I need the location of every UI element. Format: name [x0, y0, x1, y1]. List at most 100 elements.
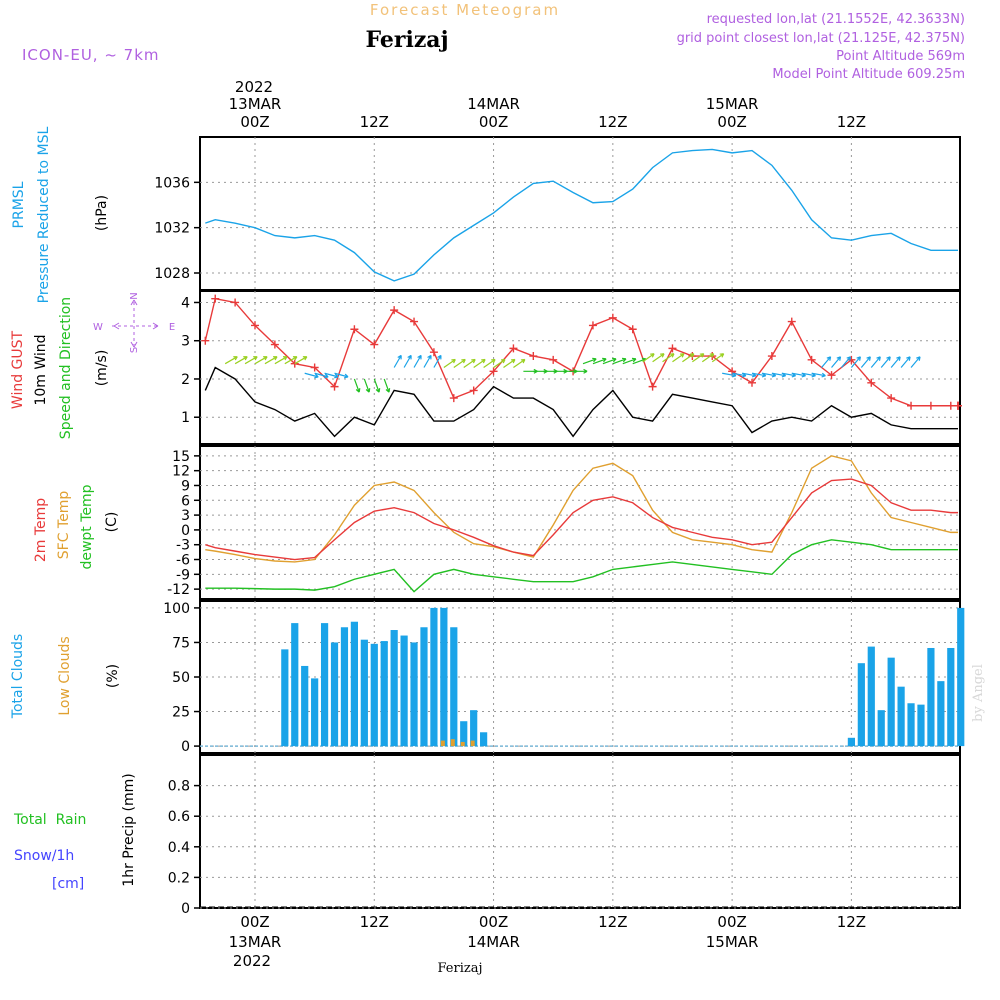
bottom-time-tick: 00Z: [717, 913, 746, 931]
panel-frames: [199, 136, 961, 909]
temp2m-line: [205, 478, 958, 561]
top-time-tick: 00Z: [240, 113, 269, 131]
footer-location: Ferizaj: [437, 961, 482, 976]
bottom-time-tick: 12Z: [837, 913, 866, 931]
wind-arrow: [383, 378, 391, 393]
top-date-label: 15MAR: [706, 95, 759, 113]
bottom-time-tick: 00Z: [240, 913, 269, 931]
dewpt-line: [205, 539, 958, 593]
wind-arrow: [652, 353, 665, 363]
gust-marker: [946, 401, 955, 410]
gust-marker: [310, 363, 319, 372]
temp-ytick: 6: [181, 493, 190, 509]
gust-marker: [648, 382, 657, 391]
total-clouds-bar: [867, 646, 875, 747]
temp2m-label: 2m Temp: [33, 498, 49, 562]
top-date-label: 13MAR: [229, 95, 282, 113]
wind-arrow: [423, 354, 432, 368]
gust-marker: [549, 355, 558, 364]
panel-frame-wind: [199, 290, 961, 445]
wind-arrow: [483, 358, 496, 368]
gust-marker: [211, 294, 220, 303]
wind-arrow: [353, 378, 361, 393]
total-clouds-bar: [330, 642, 339, 747]
gust-marker: [628, 325, 637, 334]
top-time-tick: 12Z: [360, 113, 389, 131]
chart-title: Forecast Meteogram: [370, 1, 560, 19]
clouds-ytick: 50: [172, 670, 190, 686]
wind-arrow: [413, 354, 422, 368]
bottom-date-label: 14MAR: [467, 933, 520, 951]
wind-arrow: [890, 356, 901, 368]
total-clouds-bar: [957, 607, 965, 747]
panel-frame-temperature: [199, 445, 961, 600]
location-title: Ferizaj: [365, 27, 448, 53]
wind-arrow: [682, 353, 695, 363]
gust-marker: [350, 325, 359, 334]
wind-arrow: [264, 356, 278, 365]
total-clouds-bar: [311, 678, 319, 747]
temp-ytick: 3: [181, 508, 190, 524]
low-clouds-label: Low Clouds: [57, 636, 73, 715]
gust-marker: [668, 344, 677, 353]
wind-arrow: [582, 357, 597, 365]
wind-arrow: [493, 358, 506, 368]
wind-arrow: [324, 372, 339, 379]
bottom-time-tick: 12Z: [598, 913, 627, 931]
gust-marker: [509, 344, 518, 353]
wind-arrow: [463, 358, 476, 368]
total-clouds-bar: [340, 627, 349, 747]
wind-ytick: 1: [181, 410, 190, 426]
wind-arrow: [234, 356, 248, 365]
gust-marker: [926, 401, 935, 410]
wind-arrow: [602, 357, 617, 365]
wind-arrow: [692, 353, 705, 363]
wind10m-line: [204, 366, 958, 438]
wind-arrow: [453, 358, 466, 368]
bottom-time-tick: 12Z: [360, 913, 389, 931]
point-altitude: Point Altitude 569m: [836, 49, 965, 64]
wind-arrow: [811, 372, 826, 378]
precip-ytick: 0: [181, 901, 190, 917]
wind-arrow: [831, 356, 842, 368]
wind-arrow: [910, 356, 921, 368]
gust-marker: [270, 340, 279, 349]
compass-e: E: [169, 322, 175, 333]
wind-dir-label: Speed and Direction: [58, 297, 74, 439]
wind-arrow: [573, 368, 588, 374]
wind-arrow: [672, 353, 685, 363]
bottom-date-label: 13MAR: [229, 933, 282, 951]
clouds-unit: (%): [105, 664, 121, 688]
gust-marker: [251, 321, 259, 330]
total-clouds-bar: [947, 647, 955, 747]
precip-ytick: 0.4: [168, 840, 190, 856]
gust-marker: [827, 371, 836, 380]
wind-arrow: [821, 356, 832, 368]
bottom-time-tick: 00Z: [479, 913, 508, 931]
wind-arrow: [373, 378, 381, 393]
top-date-label: 14MAR: [467, 95, 520, 113]
wind-arrow: [860, 356, 871, 368]
panel-frame-pressure: [199, 136, 961, 291]
total-clouds-bar: [907, 703, 915, 747]
pressure-unit: (hPa): [94, 195, 110, 231]
temp-ytick: 0: [181, 523, 190, 539]
snow-unit-label: [cm]: [52, 876, 84, 892]
top-time-tick: 12Z: [598, 113, 627, 131]
clouds-ytick: 100: [163, 601, 190, 617]
wind-arrow: [592, 357, 607, 365]
gust-marker: [767, 352, 776, 361]
temp-unit: (C): [104, 512, 120, 533]
dewpt-label: dewpt Temp: [79, 484, 95, 569]
gust-marker: [867, 378, 876, 387]
temp-ytick: -12: [167, 582, 190, 598]
pressure-ytick: 1036: [154, 175, 190, 191]
gust-line: [204, 297, 958, 407]
low-clouds-bar: [470, 740, 475, 747]
data-series: [200, 148, 962, 908]
gust-marker: [608, 313, 617, 322]
credit-label: by Angel: [971, 664, 986, 722]
gust-marker: [807, 355, 816, 364]
temp-ytick: -6: [176, 553, 190, 569]
